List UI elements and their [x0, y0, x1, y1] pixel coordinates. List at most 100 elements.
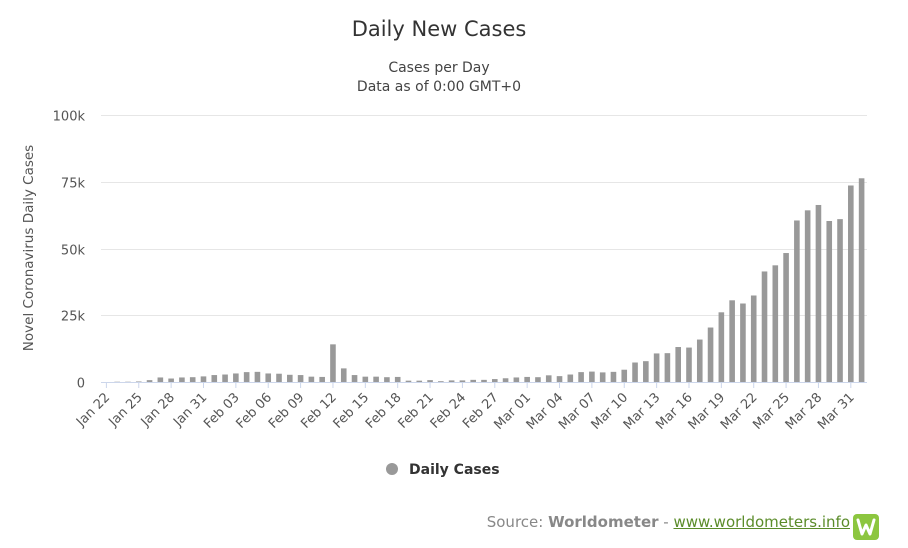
bar[interactable]	[761, 271, 768, 382]
bar[interactable]	[265, 373, 272, 382]
x-tick-label: Mar 31	[815, 390, 858, 433]
bar[interactable]	[168, 378, 174, 382]
x-tick-label: Feb 18	[363, 390, 405, 432]
bar[interactable]	[794, 220, 800, 382]
legend-marker	[386, 463, 398, 475]
worldometer-logo-glyph-icon	[856, 518, 876, 536]
bar[interactable]	[222, 374, 228, 382]
y-tick-label: 100k	[53, 110, 86, 125]
bar[interactable]	[276, 373, 282, 382]
bar[interactable]	[157, 377, 164, 382]
bar[interactable]	[340, 368, 347, 382]
bar[interactable]	[740, 303, 746, 383]
bar[interactable]	[362, 376, 369, 382]
bar[interactable]	[826, 221, 833, 382]
x-tick-label: Feb 15	[331, 390, 373, 432]
bar[interactable]	[470, 379, 477, 382]
bar[interactable]	[394, 376, 401, 382]
x-tick-label: Jan 22	[73, 390, 113, 430]
chart-subtitle-line-1: Cases per Day	[388, 60, 489, 76]
source-credit: Source: Worldometer - www.worldometers.i…	[487, 513, 850, 531]
bar[interactable]	[610, 371, 617, 382]
bar[interactable]	[848, 185, 854, 382]
bar[interactable]	[567, 374, 574, 382]
y-tick-label: 0	[77, 377, 85, 392]
bar[interactable]	[545, 375, 552, 382]
bar[interactable]	[373, 376, 379, 382]
bar[interactable]	[330, 344, 336, 382]
bar[interactable]	[675, 347, 681, 382]
bar[interactable]	[718, 312, 725, 382]
bar[interactable]	[416, 380, 423, 382]
bar[interactable]	[233, 373, 239, 382]
bar[interactable]	[686, 347, 692, 382]
bar[interactable]	[599, 372, 606, 382]
x-tick-label: Feb 06	[234, 390, 276, 432]
x-tick-label: Jan 28	[138, 390, 178, 430]
bar[interactable]	[696, 339, 703, 382]
bar[interactable]	[643, 361, 649, 382]
bar[interactable]	[632, 362, 638, 382]
x-tick-label: Feb 09	[266, 390, 308, 432]
bar[interactable]	[448, 380, 455, 382]
bar[interactable]	[535, 377, 541, 382]
bar[interactable]	[502, 378, 509, 382]
bar[interactable]	[211, 375, 218, 382]
bar[interactable]	[653, 353, 660, 382]
bar[interactable]	[308, 376, 315, 382]
y-axis-ticks: 0 25k 50k 75k 100k	[53, 110, 86, 392]
bar[interactable]	[524, 376, 530, 382]
y-tick-label: 50k	[61, 244, 86, 259]
bar[interactable]	[254, 371, 261, 382]
bar[interactable]	[438, 381, 444, 382]
source-separator: -	[658, 513, 674, 531]
y-tick-label: 25k	[61, 310, 86, 325]
bar[interactable]	[783, 253, 789, 382]
bar[interactable]	[146, 380, 153, 382]
bar-series-daily-cases	[114, 178, 865, 383]
bar[interactable]	[837, 219, 843, 382]
source-link[interactable]: www.worldometers.info	[673, 513, 850, 531]
bar[interactable]	[491, 379, 498, 382]
chart-subtitle-line-2: Data as of 0:00 GMT+0	[357, 79, 521, 95]
bar[interactable]	[427, 380, 433, 382]
y-tick-label: 75k	[61, 177, 86, 192]
bar[interactable]	[384, 377, 390, 382]
bar[interactable]	[351, 375, 358, 382]
legend-label-daily-cases[interactable]: Daily Cases	[409, 462, 500, 478]
bar[interactable]	[772, 265, 779, 382]
chart-title: Daily New Cases	[352, 17, 527, 41]
bar[interactable]	[459, 380, 466, 382]
bar[interactable]	[200, 376, 207, 382]
bar[interactable]	[513, 377, 520, 382]
bar[interactable]	[319, 376, 325, 382]
bar[interactable]	[815, 204, 822, 382]
bar[interactable]	[589, 371, 595, 382]
bar[interactable]	[621, 369, 628, 382]
gridlines	[101, 115, 867, 316]
bar[interactable]	[804, 210, 811, 382]
source-name: Worldometer	[548, 513, 659, 531]
bar[interactable]	[481, 379, 487, 382]
worldometer-logo-icon[interactable]	[853, 514, 879, 540]
x-tick-label: Jan 25	[106, 390, 146, 430]
bar[interactable]	[707, 327, 714, 382]
bar[interactable]	[189, 377, 196, 382]
bar[interactable]	[297, 375, 304, 382]
bar[interactable]	[858, 178, 865, 382]
bar[interactable]	[179, 377, 185, 382]
legend[interactable]: Daily Cases	[386, 462, 500, 478]
source-prefix: Source:	[486, 513, 549, 531]
bar[interactable]	[664, 353, 671, 382]
bar[interactable]	[729, 300, 735, 382]
bar[interactable]	[405, 380, 412, 382]
x-tick-label: Feb 24	[428, 390, 470, 432]
bar[interactable]	[135, 381, 142, 382]
x-tick-label: Feb 12	[298, 390, 340, 432]
bar[interactable]	[243, 372, 250, 382]
bar[interactable]	[287, 374, 293, 382]
bar[interactable]	[578, 372, 584, 382]
bar[interactable]	[750, 295, 757, 382]
bar[interactable]	[556, 376, 563, 382]
